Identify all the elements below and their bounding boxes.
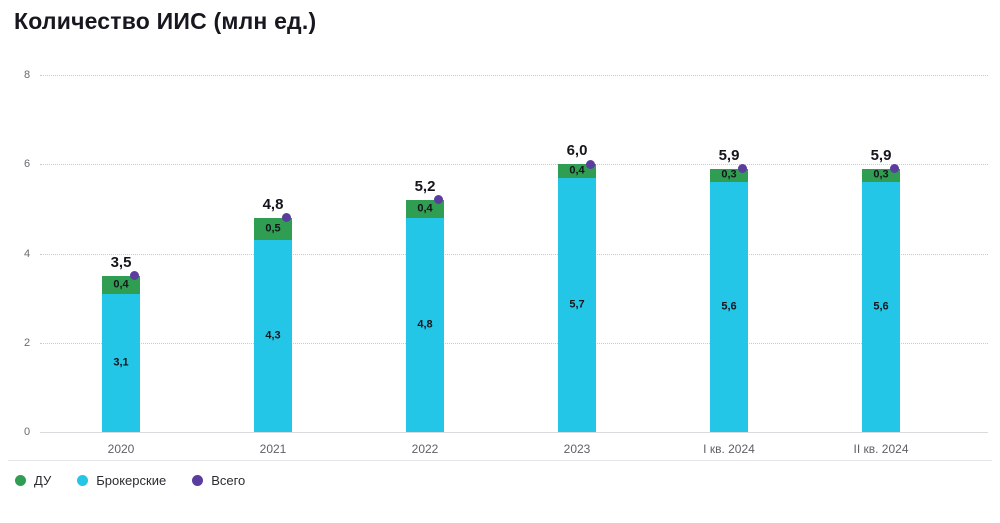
- x-axis-category-label: 2023: [563, 442, 591, 456]
- legend-item-label: Брокерские: [96, 473, 167, 488]
- broker-value-label: 3,1: [113, 356, 129, 369]
- total-marker-dot: [737, 164, 747, 174]
- bar-segment-du: [710, 168, 748, 183]
- total-marker-dot: [889, 164, 899, 174]
- legend-item-broker_cyan: Брокерские: [77, 473, 166, 488]
- y-axis-tick-label: 0: [24, 426, 31, 438]
- legend-swatch-icon: [77, 475, 89, 486]
- broker-value-label: 4,8: [417, 318, 433, 331]
- total-marker-dot: [129, 271, 139, 281]
- gridline-0: [40, 432, 988, 433]
- legend-item-du_green: ДУ: [15, 473, 51, 488]
- legend-swatch-icon: [192, 475, 204, 486]
- du-value-label: 0,5: [265, 222, 281, 235]
- gridline-6: [40, 164, 988, 166]
- y-axis-tick-label: 4: [24, 247, 31, 260]
- total-value-label: 6,0: [566, 142, 588, 160]
- bar-segment-broker: [710, 182, 748, 432]
- bar-segment-broker: [102, 293, 140, 432]
- total-marker-dot: [585, 159, 595, 169]
- legend-separator: [8, 460, 992, 461]
- bar-segment-du: [102, 275, 140, 294]
- total-value-label: 4,8: [262, 195, 284, 213]
- bar-segment-du: [254, 217, 292, 241]
- total-value-label: 5,9: [718, 146, 740, 164]
- du-value-label: 0,4: [569, 164, 585, 177]
- bar-segment-broker: [558, 177, 596, 432]
- gridline-8: [40, 75, 988, 76]
- broker-value-label: 4,3: [265, 329, 281, 342]
- x-axis-category-label: 2021: [259, 442, 287, 456]
- legend: ДУ Брокерские Всего: [15, 473, 245, 488]
- bar-segment-broker: [406, 217, 444, 432]
- legend-item-total_purple: Всего: [192, 473, 245, 488]
- bar-segment-broker: [254, 240, 292, 432]
- x-axis-category-label: 2022: [411, 442, 439, 456]
- y-axis-tick-label: 2: [24, 336, 31, 349]
- broker-value-label: 5,6: [873, 300, 889, 313]
- du-value-label: 0,3: [873, 168, 889, 181]
- x-axis-category-label: I кв. 2024: [703, 442, 755, 456]
- bars-layer: 3,1 0,4 3,5 2020 4,3 0,5 4,8 2021 4,8 0,4 5,2 2022 5…: [45, 75, 957, 456]
- du-value-label: 0,4: [417, 202, 433, 215]
- total-value-label: 5,9: [870, 146, 892, 164]
- total-marker-dot: [433, 195, 443, 205]
- plot-area: 0 2 4 6 8: [24, 69, 988, 438]
- y-axis-tick-label: 8: [24, 69, 31, 81]
- total-value-label: 5,2: [414, 177, 436, 195]
- bar-segment-du: [862, 168, 900, 183]
- du-value-label: 0,3: [721, 168, 737, 181]
- legend-item-label: ДУ: [34, 473, 52, 488]
- total-value-label: 3,5: [110, 253, 132, 271]
- broker-value-label: 5,7: [569, 298, 585, 311]
- bar-segment-broker: [862, 182, 900, 432]
- chart-title: Количество ИИС (млн ед.): [14, 8, 317, 34]
- du-value-label: 0,4: [113, 278, 129, 291]
- legend-swatch-icon: [15, 475, 26, 486]
- gridline-2: [40, 342, 988, 344]
- total-marker-dot: [281, 213, 291, 223]
- x-axis-category-label: II кв. 2024: [853, 442, 909, 456]
- y-axis-tick-label: 6: [24, 158, 31, 171]
- bar-segment-du: [406, 199, 444, 218]
- gridline-4: [40, 253, 988, 255]
- legend-item-label: Всего: [211, 473, 246, 488]
- x-axis-category-label: 2020: [107, 442, 135, 456]
- broker-value-label: 5,6: [721, 300, 737, 313]
